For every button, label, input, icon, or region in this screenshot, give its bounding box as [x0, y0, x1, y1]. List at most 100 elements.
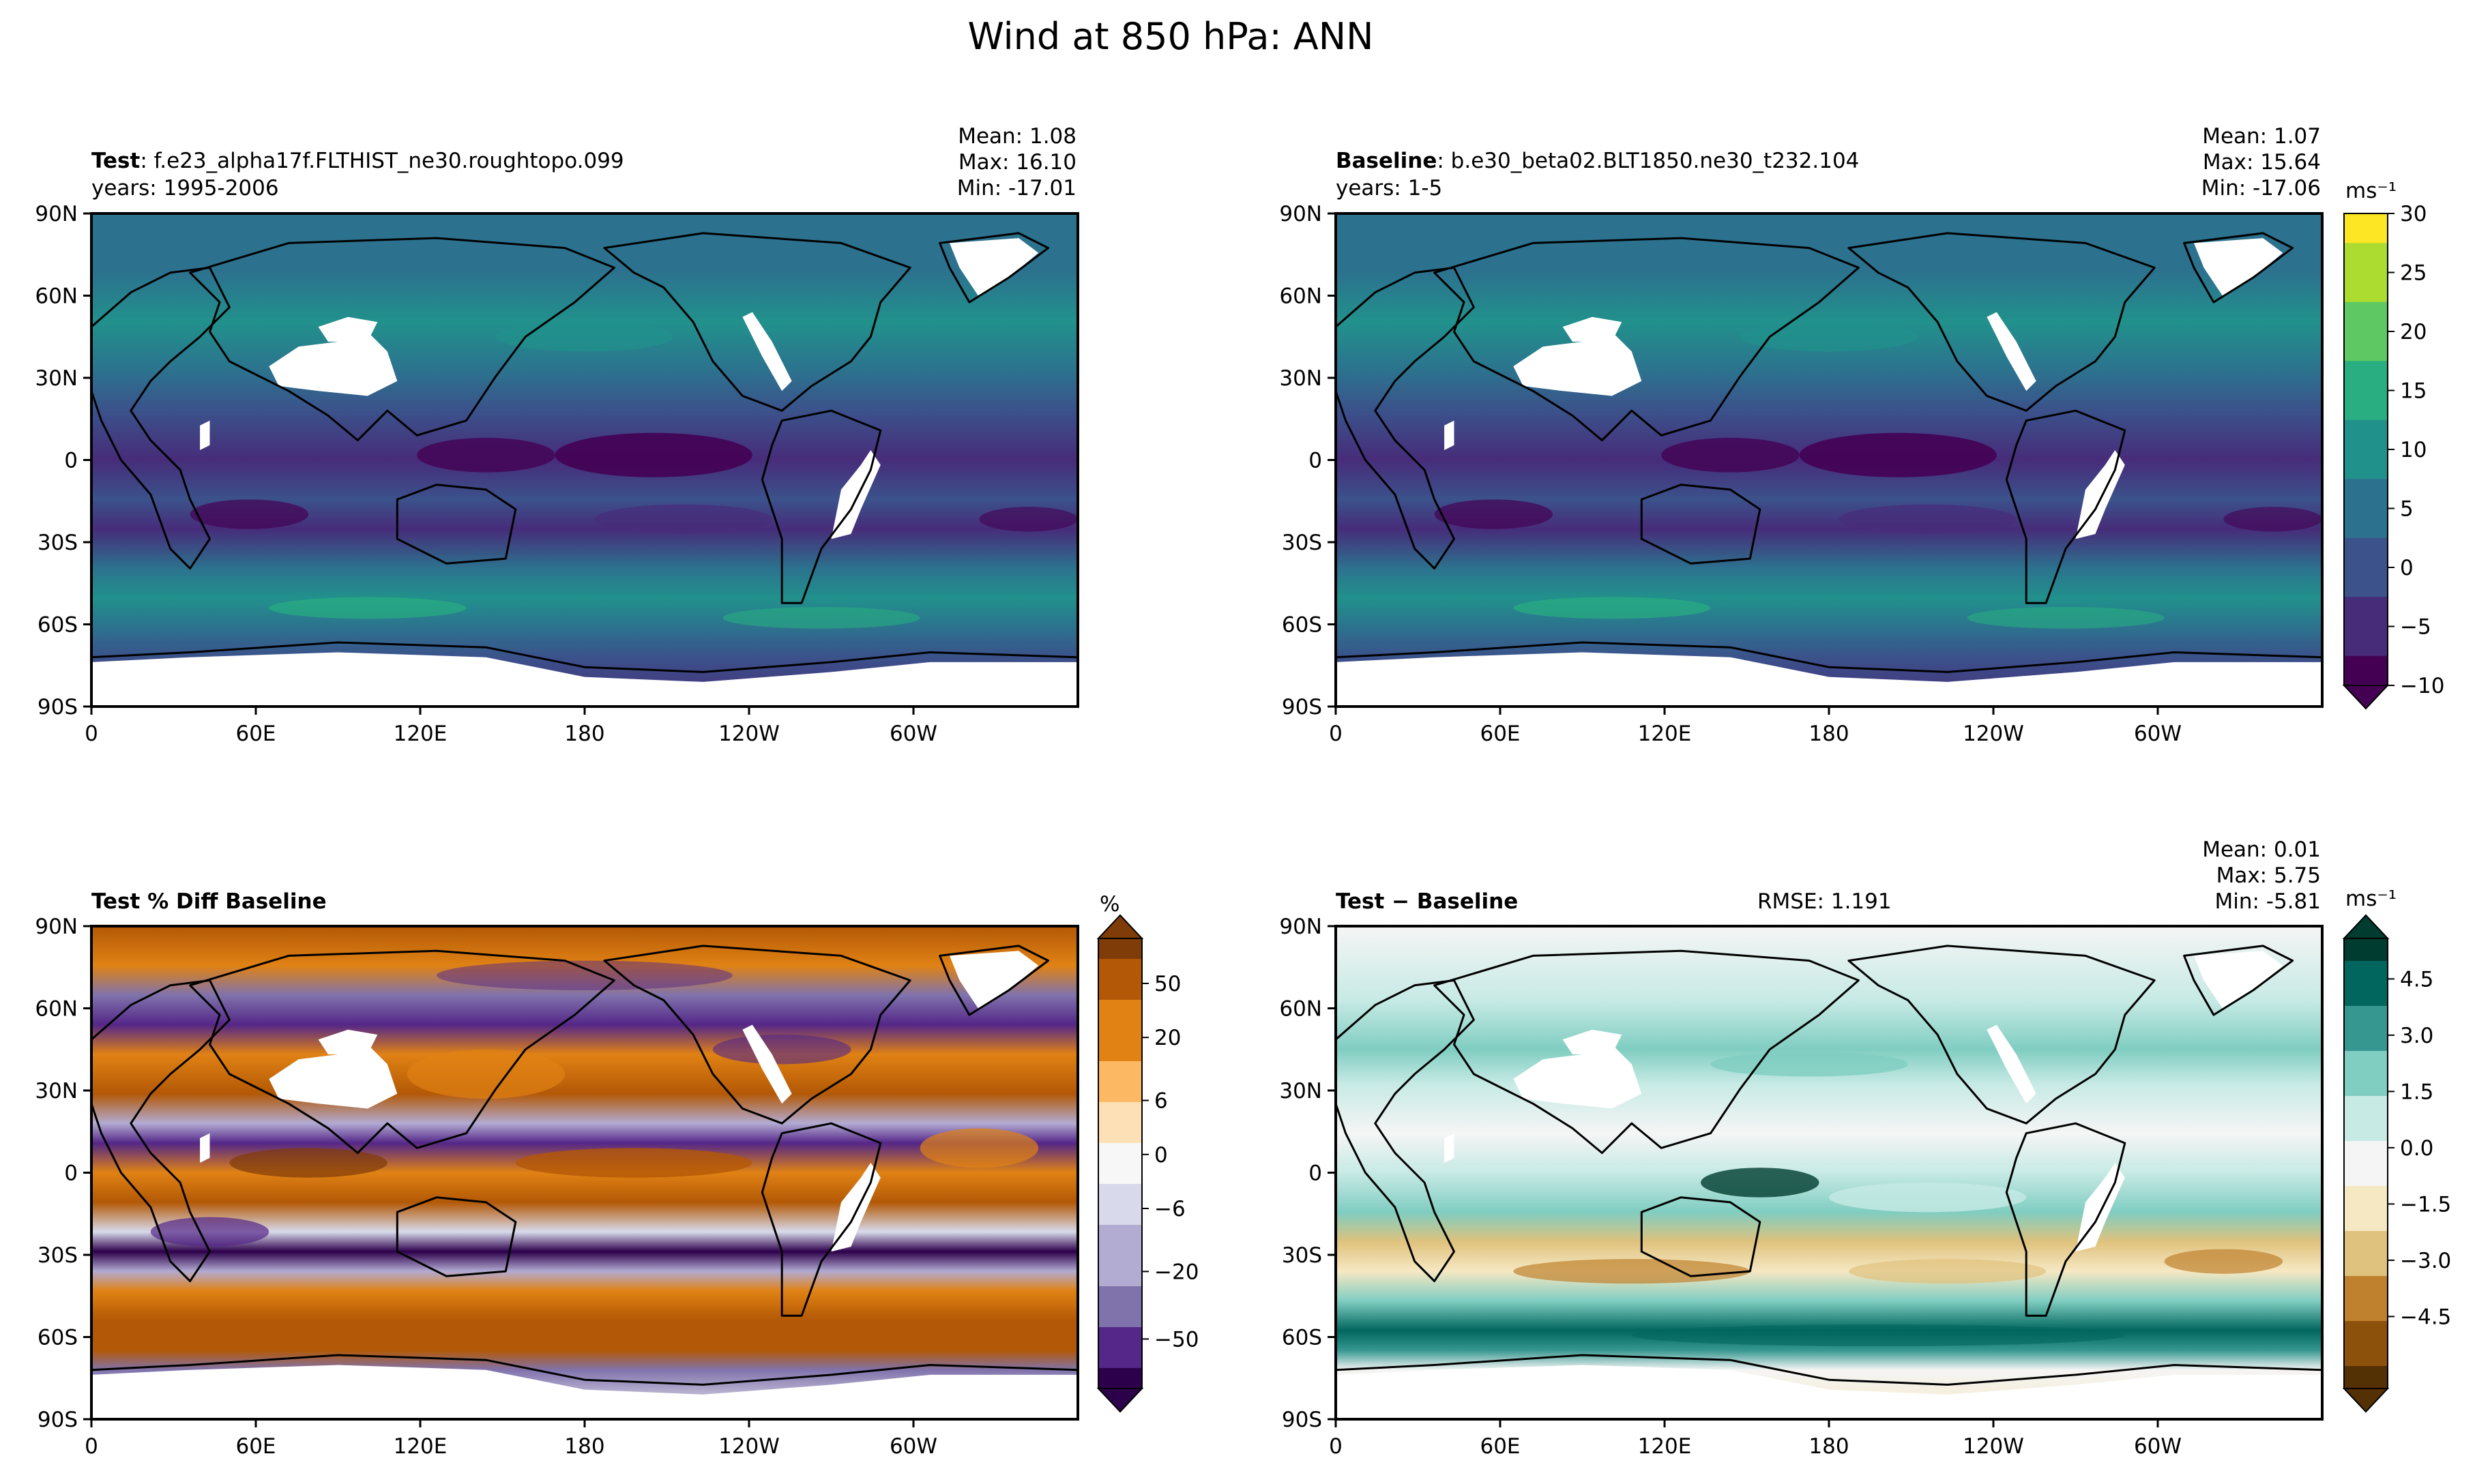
field-feature-5	[1631, 1324, 2125, 1346]
colorbar-segment	[2344, 1321, 2388, 1344]
diff-label: Test − Baseline	[1336, 889, 1518, 914]
field-feature-4	[979, 507, 1078, 532]
coastline-asia	[1433, 949, 1860, 1155]
colorbar-segment	[2344, 983, 2388, 1007]
lat-tick-label: 90S	[38, 1408, 78, 1432]
mask-mongolia	[1562, 316, 1622, 342]
mask-mongolia	[1562, 1029, 1622, 1054]
lat-tick-label: 30N	[1279, 1079, 1322, 1103]
baseline-min: Min: -17.06	[2201, 176, 2321, 201]
lat-tick-label: 90S	[1282, 1408, 1322, 1432]
coastline-n_america	[1847, 232, 2156, 412]
colorbar-segment	[1098, 1123, 1142, 1144]
map-test	[91, 213, 1078, 707]
axes-test: 90N 60N 30N 0 30S 60S 90S 0 60E 120E 180 120W 60W	[35, 202, 1079, 746]
colorbar-segment	[2344, 272, 2388, 303]
coastline-s_america	[761, 1122, 882, 1317]
lat-tick-label: 30S	[1282, 1243, 1322, 1268]
colorbar-segment	[1098, 1245, 1142, 1266]
mask-tibet	[269, 1044, 398, 1109]
coastline-s_america	[2005, 1122, 2126, 1317]
lat-tick-label: 90N	[35, 202, 78, 226]
baseline-max: Max: 15.64	[2203, 150, 2321, 175]
colorbar-segment	[2344, 1141, 2388, 1164]
field-feature-1	[229, 1148, 387, 1178]
lon-tick-label: 180	[564, 722, 604, 746]
lon-tick-label: 0	[85, 1434, 98, 1459]
field-feature-5	[1513, 597, 1711, 619]
colorbar-segment	[2344, 1118, 2388, 1142]
colorbar-tick-label: 0	[2400, 556, 2414, 580]
colorbar-segment	[1098, 1102, 1142, 1123]
coastline-antarctica	[91, 641, 1078, 707]
colorbar-segment	[2344, 419, 2388, 450]
colorbar-segment	[1098, 1327, 1142, 1348]
field-feature-3	[1839, 504, 2017, 534]
colorbar-segment	[2344, 243, 2388, 273]
baseline-label: Baseline: b.e30_beta02.BLT1850.ne30_t232…	[1336, 149, 1859, 173]
panel-diff: Test − Baseline RMSE: 1.191 Mean: 0.01 M…	[1279, 837, 2324, 1459]
figure-title: Wind at 850 hPa: ANN	[967, 15, 1373, 58]
lat-tick-label: 60S	[38, 613, 78, 638]
map-pctdiff	[91, 926, 1078, 1419]
lat-tick-label: 90N	[35, 915, 78, 939]
panel-pctdiff: Test % Diff Baseline 90N 60N 30N 0 30S 60S 90S…	[35, 889, 1079, 1459]
mask-mongolia	[318, 1029, 378, 1054]
coastline-antarctica	[1336, 1354, 2322, 1419]
coastline-n_america	[1847, 945, 2156, 1125]
colorbar-segment	[2344, 1186, 2388, 1209]
mask-rockies	[742, 1024, 792, 1104]
colorbar-segment	[1098, 1266, 1142, 1287]
colorbar-segment	[2344, 390, 2388, 421]
lat-tick-label: 60S	[1282, 1326, 1322, 1350]
colorbar-extend-bottom	[2342, 685, 2390, 710]
colorbar-segment	[2344, 1253, 2388, 1277]
field-feature-2	[1513, 1259, 1751, 1284]
coastline-asia	[189, 949, 615, 1155]
mask-greenland	[950, 951, 1039, 1010]
colorbar-tick-label: −1.5	[2400, 1192, 2451, 1217]
lat-tick-label: 30N	[1279, 366, 1322, 391]
lon-tick-label: 0	[85, 722, 98, 746]
lon-tick-label: 60E	[1480, 1434, 1520, 1459]
colorbar-segment	[2344, 537, 2388, 568]
lat-tick-label: 90S	[38, 695, 78, 719]
field-feature-2	[1434, 499, 1553, 529]
mask-rockies	[742, 312, 792, 391]
diff-mean: Mean: 0.01	[2202, 837, 2321, 862]
lat-tick-label: 30S	[38, 1243, 78, 1268]
field-feature-5	[920, 1128, 1039, 1168]
colorbar-tick-label: 4.5	[2400, 967, 2433, 992]
colorbar-tick-label: 1.5	[2400, 1080, 2433, 1104]
coastline-australia	[396, 1196, 517, 1277]
coastline-europe_africa	[1336, 267, 1475, 570]
coastline-australia	[396, 484, 517, 565]
coastline-australia	[1640, 1196, 1761, 1277]
mask-greenland	[2194, 951, 2283, 1010]
test-years: years: 1995-2006	[91, 176, 279, 201]
colorbar-segment	[1098, 959, 1142, 980]
field-feature-1	[1710, 1052, 1908, 1077]
colorbar-diff: ms⁻¹ 4.5 3.0 1.5 0.0 −1.5 −3.0 −4.5	[2342, 887, 2451, 1413]
colorbar-tick-label: 0.0	[2400, 1136, 2433, 1161]
mask-antarctica	[91, 1365, 1078, 1419]
colorbar-segment	[1098, 938, 1142, 960]
lon-tick-label: 60W	[890, 722, 937, 746]
lon-tick-label: 120W	[718, 1434, 780, 1459]
colorbar-segment	[2344, 1006, 2388, 1029]
coastline-europe_africa	[91, 267, 231, 570]
field-feature-2	[407, 1049, 566, 1099]
map-field	[91, 926, 1078, 1419]
lat-tick-label: 60N	[1279, 997, 1322, 1022]
map-diff	[1336, 926, 2322, 1419]
colorbar-segment	[2344, 1298, 2388, 1322]
colorbar-segment	[2344, 1208, 2388, 1232]
colorbar-segment	[2344, 597, 2388, 627]
mask-antarctica	[1336, 652, 2322, 707]
colorbar-segment	[1098, 1204, 1142, 1226]
axes-pctdiff: 90N 60N 30N 0 30S 60S 90S 0 60E 120E 180 120W 60W	[35, 915, 1079, 1459]
field-feature-6	[437, 960, 733, 990]
colorbar-tick-label: −10	[2400, 674, 2444, 698]
colorbar-segment	[2344, 1073, 2388, 1097]
lon-tick-label: 60E	[235, 722, 276, 746]
